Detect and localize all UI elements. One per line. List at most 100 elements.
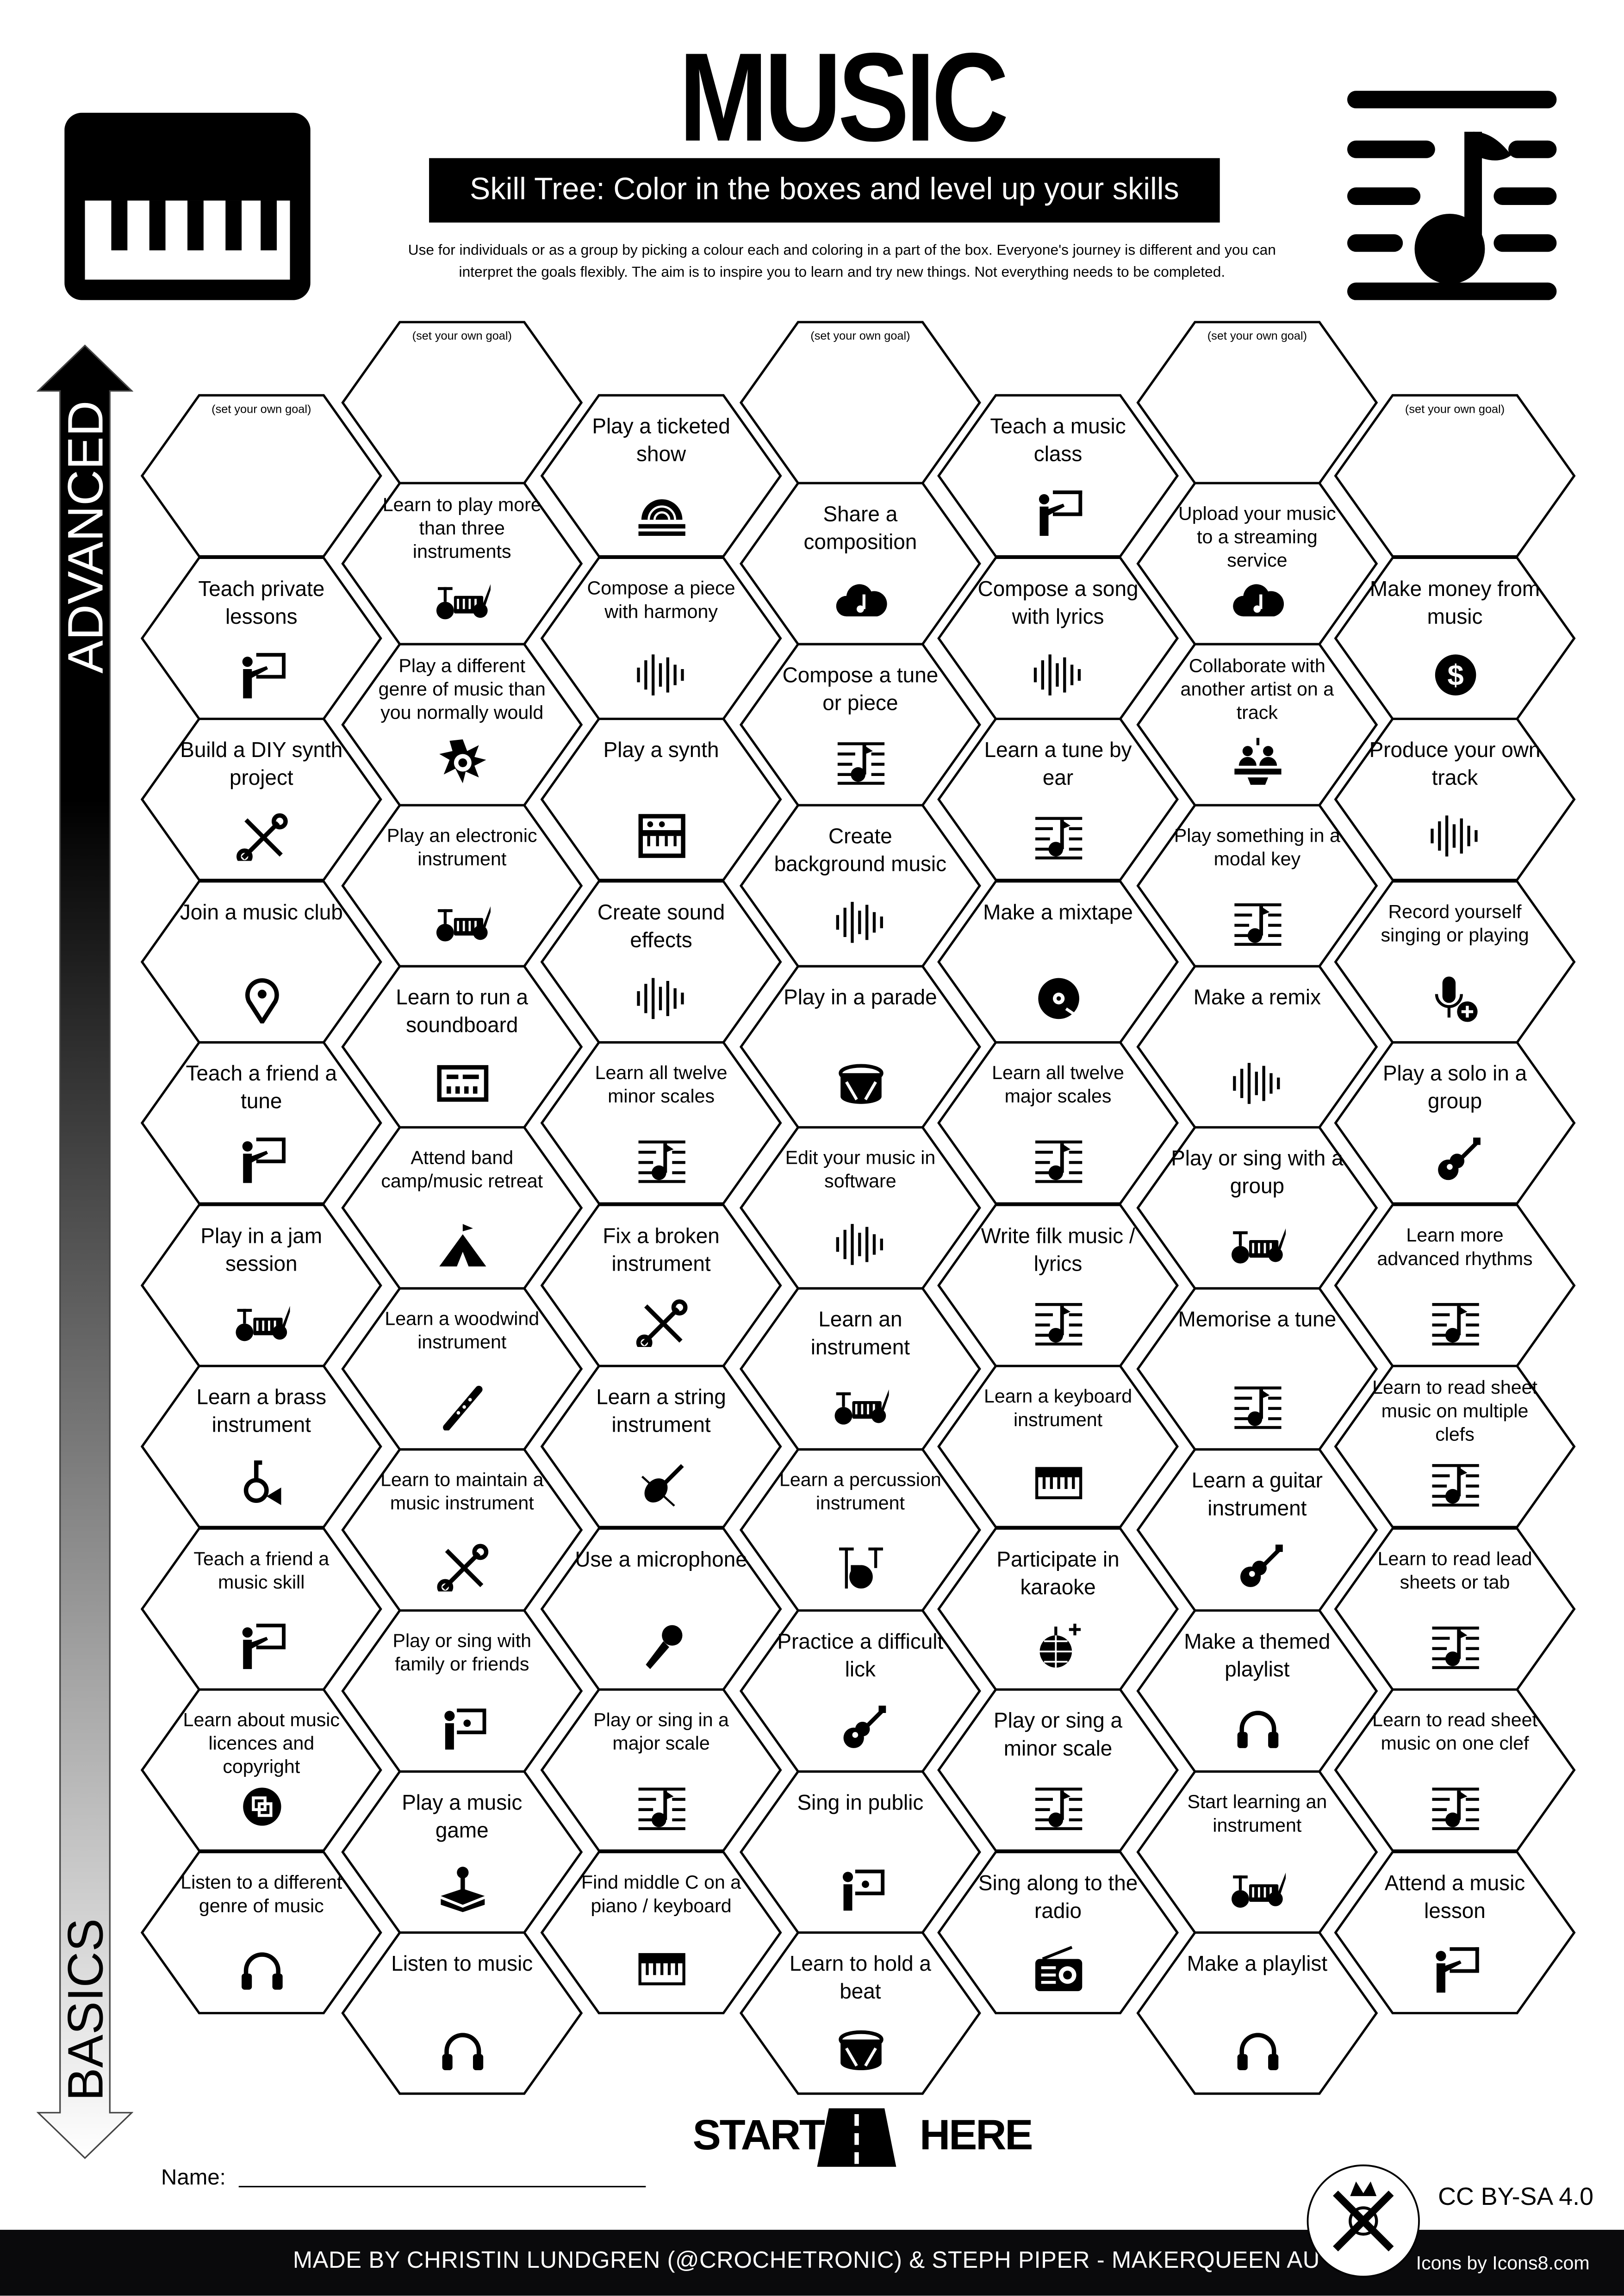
skill-hexagon[interactable]: Practice a difficult lick bbox=[739, 1609, 981, 1773]
name-field[interactable] bbox=[238, 2186, 646, 2188]
skill-label: Attend a music lesson bbox=[1384, 1872, 1525, 1924]
skill-hexagon[interactable]: Compose a tune or piece bbox=[739, 643, 981, 807]
credit-text: MADE BY CHRISTIN LUNDGREN (@CROCHETRONIC… bbox=[292, 2249, 1320, 2274]
skill-hexagon[interactable]: Teach a friend a music skill bbox=[140, 1527, 382, 1690]
skill-hexagon[interactable]: Sing in public bbox=[739, 1770, 981, 1934]
disc-icon bbox=[1038, 977, 1079, 1018]
skill-label: Make a playlist bbox=[1187, 1953, 1328, 1977]
skill-hexagon[interactable]: Learn to read sheet music on one clef bbox=[1334, 1688, 1576, 1852]
skill-hexagon[interactable]: Learn a tune by ear bbox=[937, 717, 1179, 881]
skill-hexagon[interactable]: Attend band camp/music retreat bbox=[341, 1126, 583, 1290]
skill-label: Learn a guitar instrument bbox=[1191, 1470, 1323, 1521]
here-label: HERE bbox=[920, 2112, 1033, 2160]
skill-hexagon[interactable]: Learn to maintain a music instrument bbox=[341, 1448, 583, 1612]
skill-hexagon[interactable]: Learn a brass instrument bbox=[140, 1365, 382, 1528]
name-label: Name: bbox=[161, 2165, 226, 2191]
skill-hexagon[interactable]: Memorise a tune bbox=[1136, 1287, 1378, 1451]
skill-hexagon[interactable]: Find middle C on a piano / keyboard bbox=[540, 1850, 782, 2014]
skill-hexagon[interactable]: Learn more advanced rhythms bbox=[1334, 1203, 1576, 1367]
skill-hexagon[interactable]: Share a composition bbox=[739, 482, 981, 645]
skill-hexagon[interactable]: Teach a music class bbox=[937, 394, 1179, 558]
skill-hexagon[interactable]: Learn to read sheet music on multiple cl… bbox=[1334, 1365, 1576, 1528]
skill-hexagon[interactable]: Learn to play more than three instrument… bbox=[341, 482, 583, 645]
skill-hexagon[interactable]: Make money from music $ bbox=[1334, 556, 1576, 720]
skill-hexagon[interactable]: Learn to read lead sheets or tab bbox=[1334, 1527, 1576, 1690]
teacher-icon bbox=[1039, 490, 1083, 536]
skill-hexagon[interactable]: Learn a keyboard instrument bbox=[937, 1365, 1179, 1528]
skill-hexagon[interactable]: Make a themed playlist bbox=[1136, 1609, 1378, 1773]
skill-hexagon[interactable]: Play in a parade bbox=[739, 965, 981, 1129]
headphones-icon bbox=[242, 1951, 283, 1989]
skill-label: Upload your music to a streaming service bbox=[1178, 502, 1336, 571]
horn-icon bbox=[243, 1460, 281, 1505]
skill-label: Play a synth bbox=[603, 739, 719, 763]
skill-label: Share a composition bbox=[803, 503, 917, 555]
skill-hexagon[interactable]: Attend a music lesson bbox=[1334, 1850, 1576, 2014]
skill-hexagon[interactable]: Listen to music bbox=[341, 1931, 583, 2095]
violin-icon bbox=[641, 1464, 684, 1507]
custom-goal-hexagon[interactable]: (set your own goal) bbox=[1334, 394, 1576, 558]
keyboard-icon bbox=[1035, 1467, 1083, 1500]
skill-hexagon[interactable]: Create sound effects bbox=[540, 879, 782, 1043]
skill-hexagon[interactable]: Learn a percussion instrument bbox=[739, 1448, 981, 1612]
skill-hexagon[interactable]: Play or sing with family or friends bbox=[341, 1609, 583, 1773]
skill-hexagon[interactable]: Create background music bbox=[739, 804, 981, 968]
skill-hexagon[interactable]: Make a mixtape bbox=[937, 879, 1179, 1043]
skill-hexagon[interactable]: Record yourself singing or playing bbox=[1334, 879, 1576, 1043]
skill-hexagon[interactable]: Play a different genre of music than you… bbox=[341, 643, 583, 807]
cloud-icon bbox=[1233, 584, 1284, 617]
skill-hexagon[interactable]: Join a music club bbox=[140, 879, 382, 1043]
skill-label: Compose a song with lyrics bbox=[977, 577, 1139, 629]
skill-hexagon[interactable]: Play an electronic instrument bbox=[341, 804, 583, 968]
skill-hexagon[interactable]: Start learning an instrument bbox=[1136, 1770, 1378, 1934]
skill-hexagon[interactable]: Produce your own track bbox=[1334, 717, 1576, 881]
teacher-icon bbox=[242, 652, 286, 698]
skill-hexagon[interactable]: Teach private lessons bbox=[140, 556, 382, 720]
score-icon bbox=[837, 742, 885, 785]
skill-hexagon[interactable]: Learn all twelve minor scales bbox=[540, 1041, 782, 1205]
skill-hexagon[interactable]: Participate in karaoke bbox=[937, 1527, 1179, 1690]
skill-hexagon[interactable]: Upload your music to a streaming service bbox=[1136, 482, 1378, 645]
skill-label: Learn a percussion instrument bbox=[779, 1468, 941, 1514]
skill-hexagon[interactable]: Listen to a different genre of music bbox=[140, 1850, 382, 2014]
skill-hexagon[interactable]: Edit your music in software bbox=[739, 1126, 981, 1290]
skill-label: Learn a woodwind instrument bbox=[385, 1307, 540, 1353]
skill-hexagon[interactable]: Make a remix bbox=[1136, 965, 1378, 1129]
description-line: Use for individuals or as a group by pic… bbox=[408, 243, 1276, 260]
skill-label: Teach a friend a tune bbox=[186, 1063, 337, 1114]
skill-hexagon[interactable]: Collaborate with another artist on a tra… bbox=[1136, 643, 1378, 807]
skill-hexagon[interactable]: Fix a broken instrument bbox=[540, 1203, 782, 1367]
icons-credit: Icons by Icons8.com bbox=[1416, 2252, 1590, 2274]
skill-hexagon[interactable]: Compose a song with lyrics bbox=[937, 556, 1179, 720]
dollar-icon: $ bbox=[1435, 653, 1476, 695]
wave-icon bbox=[1431, 815, 1478, 856]
flute-icon bbox=[443, 1385, 483, 1431]
skill-hexagon[interactable]: Make a playlist bbox=[1136, 1931, 1378, 2095]
skill-hexagon[interactable]: Teach a friend a tune bbox=[140, 1041, 382, 1205]
skill-hexagon[interactable]: Play or sing with a group bbox=[1136, 1126, 1378, 1290]
skill-hexagon[interactable]: Play something in a modal key bbox=[1136, 804, 1378, 968]
sing-icon bbox=[444, 1708, 486, 1750]
skill-hexagon[interactable]: Learn about music licences and copyright bbox=[140, 1688, 382, 1852]
custom-goal-hexagon[interactable]: (set your own goal) bbox=[341, 321, 583, 484]
tools-icon bbox=[236, 813, 288, 861]
skill-label: Learn about music licences and copyright bbox=[183, 1708, 340, 1778]
custom-goal-hexagon[interactable]: (set your own goal) bbox=[1136, 321, 1378, 484]
joystick-icon bbox=[441, 1867, 485, 1912]
skill-hexagon[interactable]: Play a solo in a group bbox=[1334, 1041, 1576, 1205]
micplus-icon bbox=[1435, 975, 1478, 1021]
skill-hexagon[interactable]: Play a ticketed show bbox=[540, 394, 782, 558]
score-icon bbox=[1234, 1386, 1282, 1429]
wave-icon bbox=[1033, 653, 1081, 695]
skill-hexagon[interactable]: Play a music game bbox=[341, 1770, 583, 1934]
copyright-icon bbox=[243, 1787, 281, 1826]
skill-hexagon[interactable]: Sing along to the radio bbox=[937, 1850, 1179, 2014]
skill-hexagon[interactable]: Write filk music / lyrics bbox=[937, 1203, 1179, 1367]
wave-icon bbox=[637, 653, 684, 695]
skill-hexagon[interactable]: Play in a jam session bbox=[140, 1203, 382, 1367]
skill-hexagon[interactable]: Learn a woodwind instrument bbox=[341, 1287, 583, 1451]
skill-hexagon[interactable]: Learn to hold a beat bbox=[739, 1931, 981, 2095]
skill-hexagon[interactable]: Use a microphone bbox=[540, 1527, 782, 1690]
skill-hexagon[interactable]: Play or sing a minor scale bbox=[937, 1688, 1179, 1852]
skill-label: Learn a brass instrument bbox=[196, 1386, 327, 1438]
